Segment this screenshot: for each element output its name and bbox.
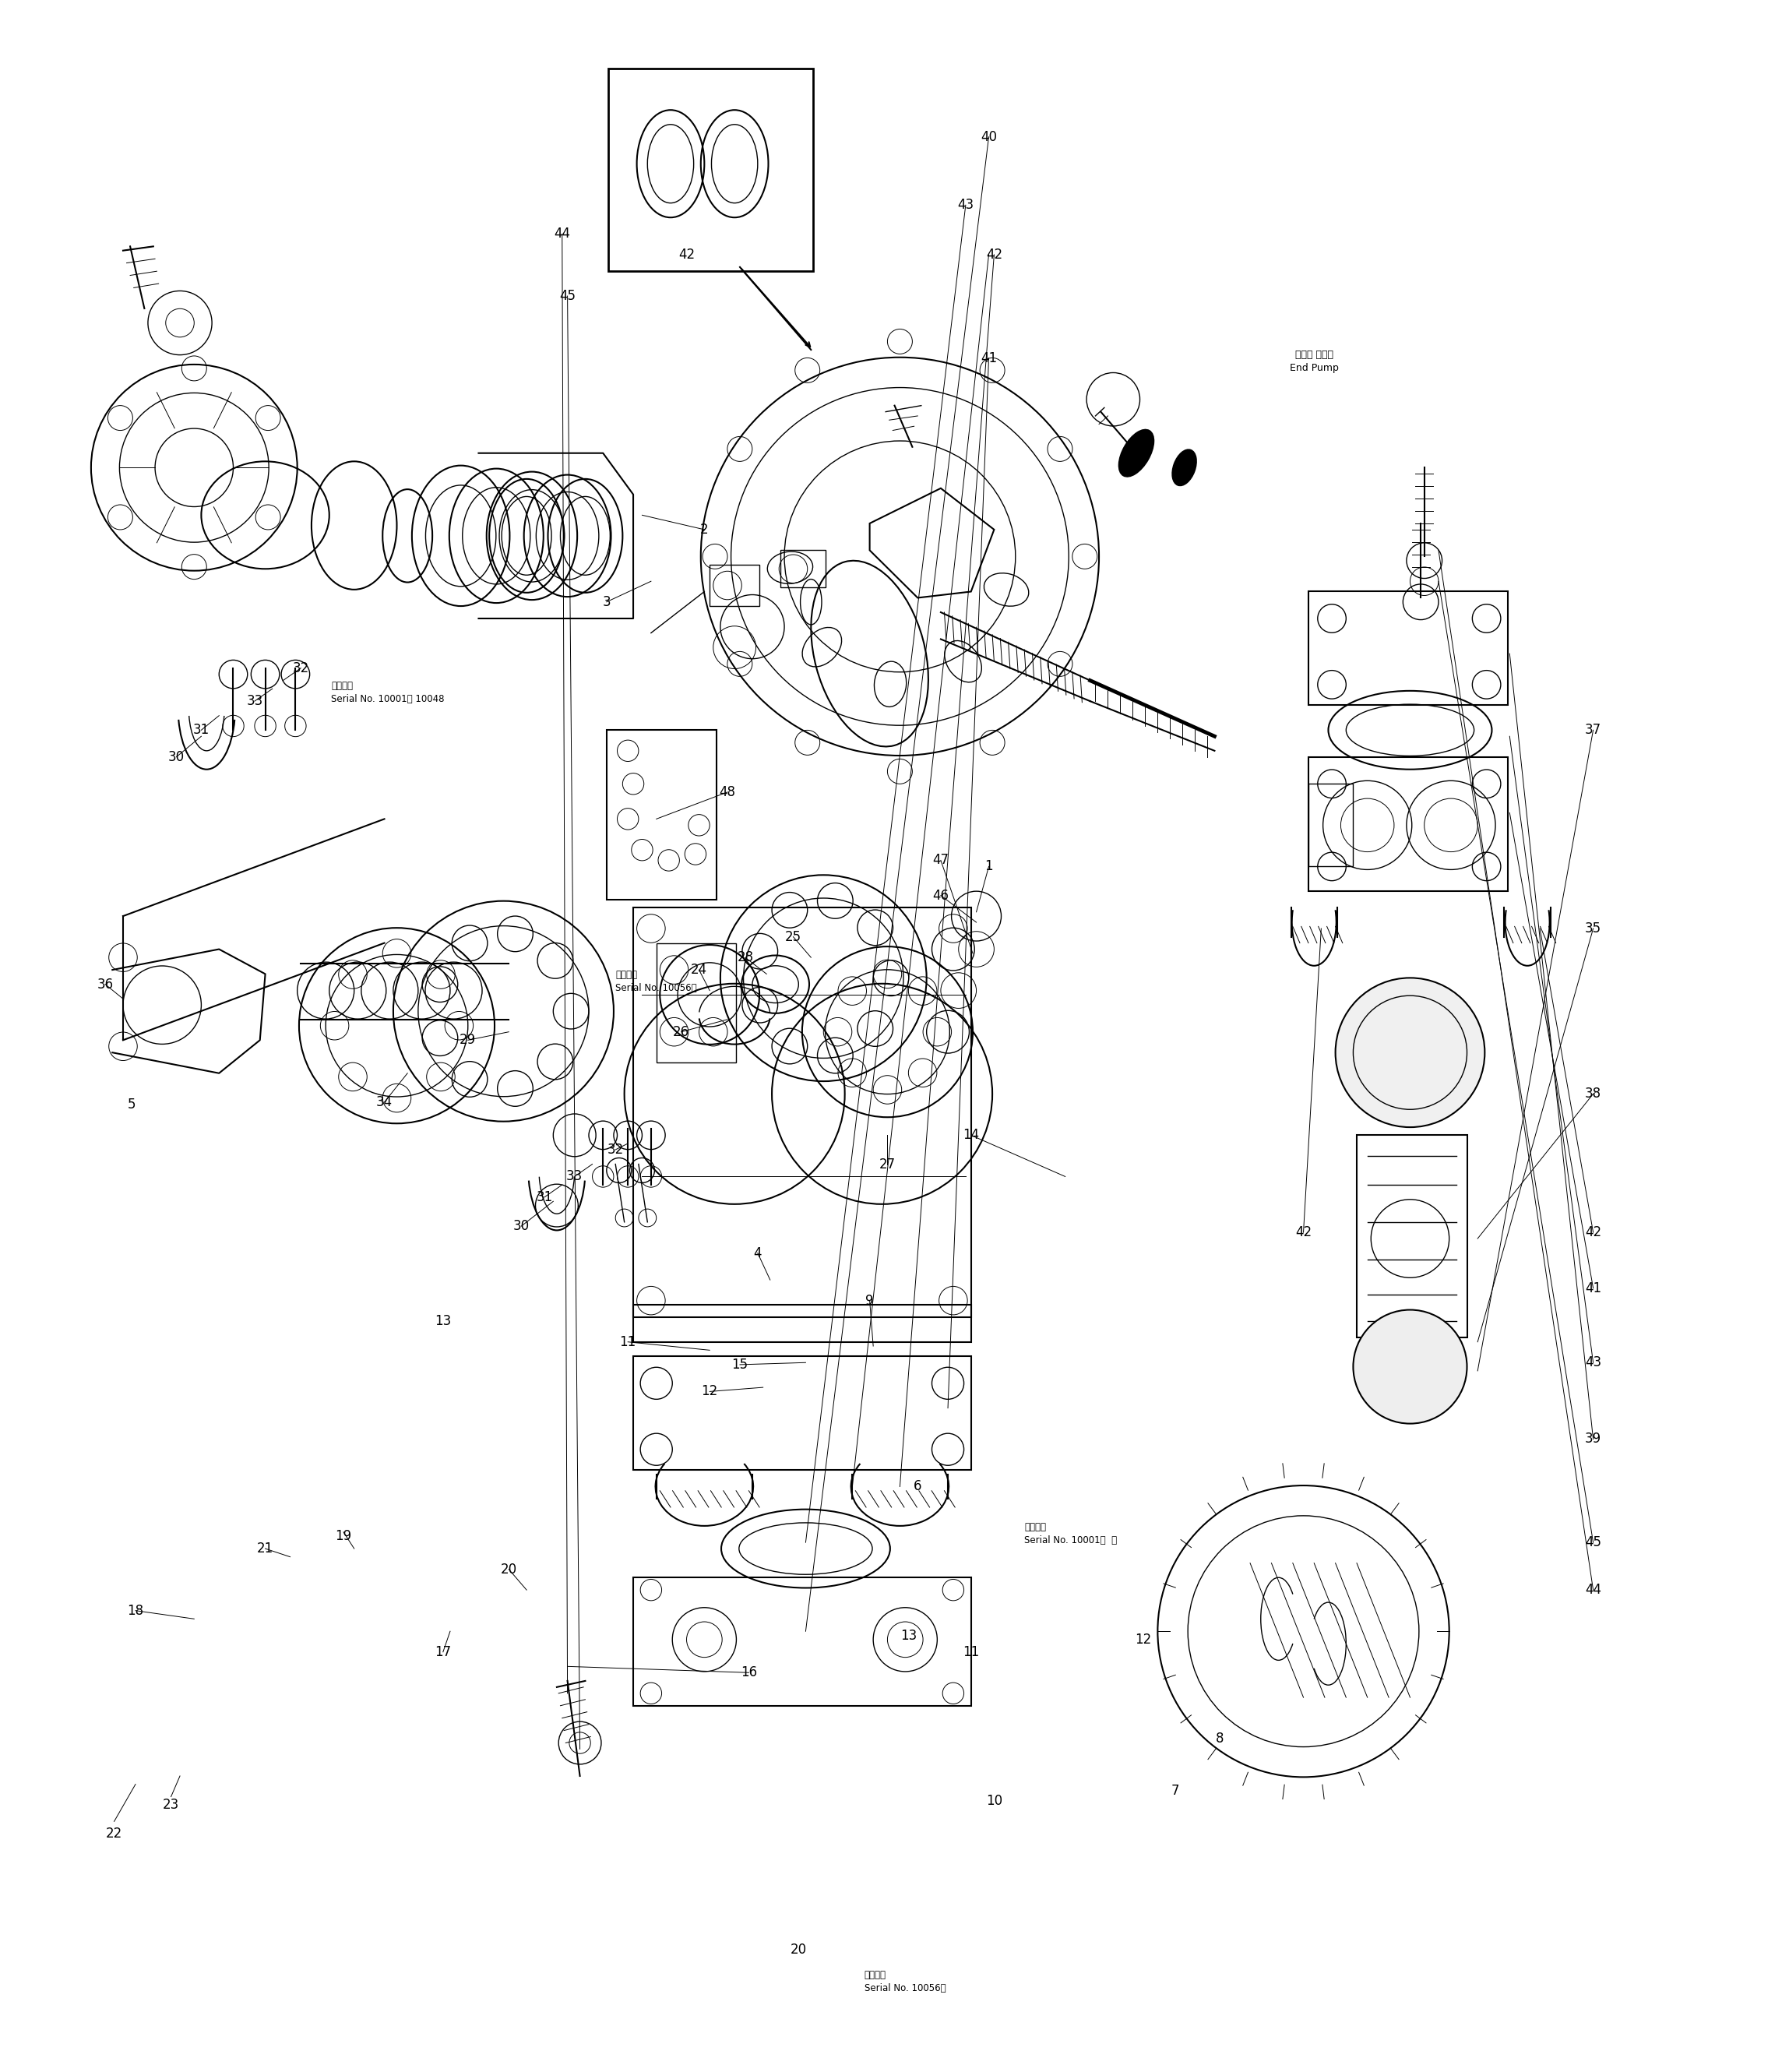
Text: 25: 25 [786, 930, 802, 945]
Text: 38: 38 [1584, 1088, 1602, 1100]
Text: 43: 43 [957, 199, 975, 211]
Bar [1308, 756, 1508, 891]
Circle shape [1335, 978, 1484, 1127]
Text: 11: 11 [962, 1645, 980, 1660]
Text: 42: 42 [679, 249, 695, 261]
Text: 20: 20 [791, 1944, 807, 1956]
Text: 42: 42 [1296, 1225, 1312, 1239]
Text: 適用号機
Serial No. 10001～  ・: 適用号機 Serial No. 10001～ ・ [1025, 1521, 1117, 1546]
Text: 11: 11 [620, 1334, 636, 1349]
Text: 37: 37 [1584, 723, 1602, 738]
Text: 33: 33 [246, 694, 264, 709]
Text: 43: 43 [1584, 1355, 1602, 1370]
Text: 45: 45 [560, 288, 576, 303]
Text: 44: 44 [554, 228, 570, 240]
Bar [633, 908, 971, 1318]
Text: 32: 32 [292, 661, 308, 675]
Text: 30: 30 [513, 1218, 529, 1233]
Text: 12: 12 [702, 1384, 718, 1399]
Circle shape [1353, 1310, 1467, 1423]
Text: 1: 1 [985, 860, 993, 874]
Text: 18: 18 [127, 1604, 144, 1618]
Text: エンド ポンプ
End Pump: エンド ポンプ End Pump [1290, 350, 1338, 373]
Bar [1356, 1135, 1467, 1339]
Text: 39: 39 [1584, 1432, 1602, 1446]
Text: 7: 7 [1171, 1784, 1180, 1796]
Text: 9: 9 [866, 1293, 873, 1307]
Text: 20: 20 [501, 1562, 517, 1577]
Text: 5: 5 [128, 1098, 135, 1111]
Bar [606, 729, 716, 899]
Text: 41: 41 [980, 350, 996, 365]
Text: 19: 19 [335, 1529, 351, 1544]
Text: 46: 46 [932, 889, 950, 903]
Text: 21: 21 [257, 1542, 273, 1556]
Text: 15: 15 [732, 1357, 748, 1372]
Text: 45: 45 [1584, 1535, 1602, 1550]
Text: 23: 23 [162, 1798, 180, 1811]
Text: 適用号機
Serial No. 10056～: 適用号機 Serial No. 10056～ [615, 970, 697, 992]
Text: 31: 31 [536, 1189, 552, 1204]
Bar [1308, 593, 1508, 704]
Text: 6: 6 [914, 1479, 921, 1494]
Text: 28: 28 [738, 951, 754, 963]
Bar [656, 943, 736, 1063]
Text: 40: 40 [980, 131, 996, 143]
Text: 13: 13 [900, 1629, 918, 1643]
Circle shape [640, 1368, 672, 1399]
Text: 24: 24 [691, 963, 707, 976]
Ellipse shape [1119, 429, 1153, 477]
Text: 42: 42 [985, 249, 1001, 261]
Text: 4: 4 [754, 1245, 761, 1260]
Circle shape [640, 1434, 672, 1465]
Text: 44: 44 [1584, 1583, 1602, 1598]
Text: 8: 8 [1215, 1732, 1224, 1747]
Ellipse shape [1173, 450, 1196, 485]
Text: 12: 12 [1135, 1633, 1151, 1647]
Bar [608, 68, 813, 271]
Text: 34: 34 [376, 1096, 392, 1109]
Text: 22: 22 [105, 1828, 123, 1840]
Text: 35: 35 [1584, 922, 1602, 937]
Text: 30: 30 [168, 750, 185, 765]
Text: 3: 3 [602, 595, 611, 609]
Text: 41: 41 [1584, 1280, 1602, 1295]
Bar [633, 1357, 971, 1469]
Text: 36: 36 [96, 978, 114, 990]
Text: 29: 29 [460, 1034, 476, 1046]
Text: 26: 26 [674, 1026, 690, 1038]
Text: 10: 10 [985, 1794, 1001, 1807]
Bar [781, 551, 825, 588]
Bar [633, 1577, 971, 1705]
Text: 42: 42 [1584, 1225, 1602, 1239]
Text: 14: 14 [962, 1127, 980, 1142]
Circle shape [932, 1368, 964, 1399]
Text: 32: 32 [608, 1142, 624, 1156]
Text: 17: 17 [435, 1645, 451, 1660]
Text: 16: 16 [741, 1666, 757, 1680]
Text: 48: 48 [720, 785, 736, 800]
Text: 27: 27 [879, 1156, 896, 1171]
Bar [1308, 783, 1353, 866]
Text: 31: 31 [192, 723, 210, 738]
Text: 33: 33 [567, 1169, 583, 1183]
Text: 適用号機
Serial No. 10001～ 10048: 適用号機 Serial No. 10001～ 10048 [331, 680, 444, 704]
Text: 13: 13 [435, 1314, 451, 1328]
Circle shape [932, 1434, 964, 1465]
Text: 47: 47 [932, 854, 950, 868]
Text: 2: 2 [700, 522, 709, 537]
Bar [709, 566, 759, 607]
Text: 適用号機
Serial No. 10056～: 適用号機 Serial No. 10056～ [864, 1970, 946, 1993]
